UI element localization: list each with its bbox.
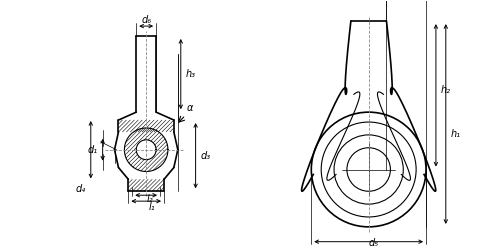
Text: d₁: d₁ bbox=[88, 145, 98, 155]
Text: h₃: h₃ bbox=[186, 69, 196, 79]
Text: l₁: l₁ bbox=[148, 202, 155, 212]
Text: h₁: h₁ bbox=[450, 129, 460, 139]
Text: α: α bbox=[186, 103, 193, 113]
Text: d₄: d₄ bbox=[76, 184, 86, 194]
Text: d₅: d₅ bbox=[368, 238, 378, 248]
Text: d₃: d₃ bbox=[200, 151, 210, 161]
Text: h₂: h₂ bbox=[441, 86, 451, 96]
Text: d₆: d₆ bbox=[141, 15, 151, 25]
Text: l₂: l₂ bbox=[147, 194, 154, 204]
